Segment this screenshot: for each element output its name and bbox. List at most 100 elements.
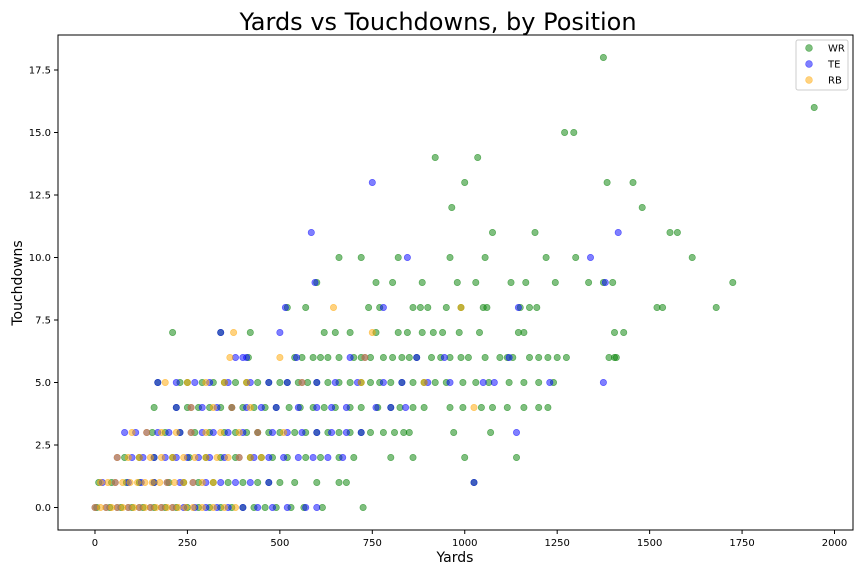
x-tick-label: 1250 [544, 538, 569, 549]
point-rb [276, 353, 284, 361]
point-wr [394, 254, 402, 262]
point-rb [254, 428, 262, 436]
point-rb [161, 378, 169, 386]
point-rb [361, 353, 369, 361]
point-te [357, 428, 365, 436]
point-te [470, 478, 478, 486]
legend-label-rb: RB [828, 76, 842, 87]
point-wr [291, 428, 299, 436]
legend-marker-wr [805, 44, 813, 52]
point-te [313, 403, 321, 411]
point-wr [610, 328, 618, 336]
point-te [309, 453, 317, 461]
point-te [514, 303, 522, 311]
point-rb [257, 453, 265, 461]
x-axis-ticks: 0 250 500 750 1000 1250 1500 1750 2000 [92, 530, 847, 549]
point-wr [261, 503, 269, 511]
point-te [505, 353, 513, 361]
point-rb [209, 478, 217, 486]
point-wr [638, 204, 646, 212]
point-te [379, 303, 387, 311]
point-wr [424, 303, 432, 311]
point-wr [335, 254, 343, 262]
point-wr [544, 403, 552, 411]
point-wr [525, 303, 533, 311]
point-rb [126, 478, 134, 486]
point-rb [169, 453, 177, 461]
point-rb [457, 303, 465, 311]
point-wr [512, 453, 520, 461]
point-wr [254, 478, 262, 486]
point-te [276, 328, 284, 336]
point-wr [342, 478, 350, 486]
point-wr [612, 353, 620, 361]
point-wr [320, 328, 328, 336]
x-tick-label: 1750 [729, 538, 754, 549]
point-rb [243, 378, 251, 386]
point-wr [416, 303, 424, 311]
point-wr [239, 478, 247, 486]
point-wr [394, 328, 402, 336]
point-rb [171, 478, 179, 486]
point-te [372, 403, 380, 411]
point-rb [191, 453, 199, 461]
point-te [342, 428, 350, 436]
point-wr [335, 428, 343, 436]
point-te [239, 503, 247, 511]
point-wr [475, 328, 483, 336]
point-rb [189, 478, 197, 486]
point-te [283, 378, 291, 386]
point-rb [202, 453, 210, 461]
x-tick-label: 0 [92, 538, 98, 549]
point-te [342, 403, 350, 411]
point-wr [254, 378, 262, 386]
point-wr [324, 378, 332, 386]
point-wr [431, 378, 439, 386]
point-wr [409, 403, 417, 411]
point-rb [198, 503, 206, 511]
point-wr [302, 453, 310, 461]
point-wr [324, 353, 332, 361]
point-rb [217, 428, 225, 436]
point-wr [461, 453, 469, 461]
point-rb [135, 453, 143, 461]
point-wr [409, 453, 417, 461]
point-rb [180, 453, 188, 461]
point-te [265, 378, 273, 386]
point-wr [429, 328, 437, 336]
x-tick-label: 2000 [822, 538, 847, 549]
legend-marker-te [805, 60, 813, 68]
point-te [599, 378, 607, 386]
point-wr [439, 328, 447, 336]
point-rb [230, 328, 238, 336]
point-wr [535, 378, 543, 386]
point-wr [150, 403, 158, 411]
point-wr [389, 353, 397, 361]
point-rb [246, 403, 254, 411]
point-wr [507, 278, 515, 286]
point-te [154, 378, 162, 386]
point-rb [187, 403, 195, 411]
point-rb [187, 428, 195, 436]
point-te [546, 378, 554, 386]
point-rb [202, 378, 210, 386]
point-rb [213, 453, 221, 461]
point-te [313, 503, 321, 511]
point-wr [810, 104, 818, 112]
legend: WR TE RB [795, 39, 849, 91]
point-te [614, 229, 622, 237]
y-tick-label: 7.5 [35, 316, 51, 327]
point-wr [483, 303, 491, 311]
point-wr [520, 328, 528, 336]
y-tick-label: 5.0 [35, 378, 51, 389]
x-tick-label: 750 [363, 538, 382, 549]
legend-marker-rb [805, 76, 813, 84]
point-wr [446, 254, 454, 262]
point-wr [673, 229, 681, 237]
point-wr [520, 378, 528, 386]
point-rb [246, 453, 254, 461]
point-rb [97, 478, 105, 486]
point-wr [712, 303, 720, 311]
point-te [446, 378, 454, 386]
